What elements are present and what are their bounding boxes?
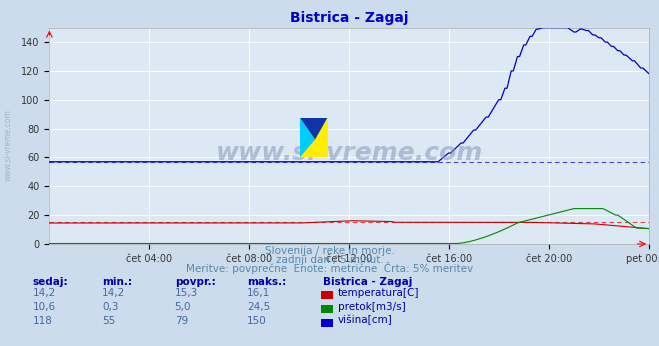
Text: zadnji dan / 5 minut.: zadnji dan / 5 minut. (275, 255, 384, 265)
Text: temperatura[C]: temperatura[C] (338, 288, 420, 298)
Text: 79: 79 (175, 316, 188, 326)
Polygon shape (300, 118, 328, 139)
Text: www.si-vreme.com: www.si-vreme.com (3, 109, 13, 181)
Text: povpr.:: povpr.: (175, 277, 215, 288)
Text: višina[cm]: višina[cm] (338, 315, 393, 326)
Polygon shape (300, 118, 328, 157)
Text: www.si-vreme.com: www.si-vreme.com (215, 141, 483, 165)
Text: 55: 55 (102, 316, 115, 326)
Text: 150: 150 (247, 316, 267, 326)
Text: Bistrica - Zagaj: Bistrica - Zagaj (323, 277, 413, 288)
Text: 0,3: 0,3 (102, 302, 119, 312)
Text: 14,2: 14,2 (102, 288, 125, 298)
Text: 118: 118 (33, 316, 53, 326)
Text: sedaj:: sedaj: (33, 277, 69, 288)
Title: Bistrica - Zagaj: Bistrica - Zagaj (290, 11, 409, 25)
Text: 10,6: 10,6 (33, 302, 56, 312)
Text: Slovenija / reke in morje.: Slovenija / reke in morje. (264, 246, 395, 256)
Text: 16,1: 16,1 (247, 288, 270, 298)
Text: 14,2: 14,2 (33, 288, 56, 298)
Text: pretok[m3/s]: pretok[m3/s] (338, 302, 406, 312)
Text: Meritve: povprečne  Enote: metrične  Črta: 5% meritev: Meritve: povprečne Enote: metrične Črta:… (186, 262, 473, 274)
Text: min.:: min.: (102, 277, 132, 288)
Polygon shape (300, 118, 315, 157)
Text: 24,5: 24,5 (247, 302, 270, 312)
Text: 5,0: 5,0 (175, 302, 191, 312)
Text: maks.:: maks.: (247, 277, 287, 288)
Text: 15,3: 15,3 (175, 288, 198, 298)
